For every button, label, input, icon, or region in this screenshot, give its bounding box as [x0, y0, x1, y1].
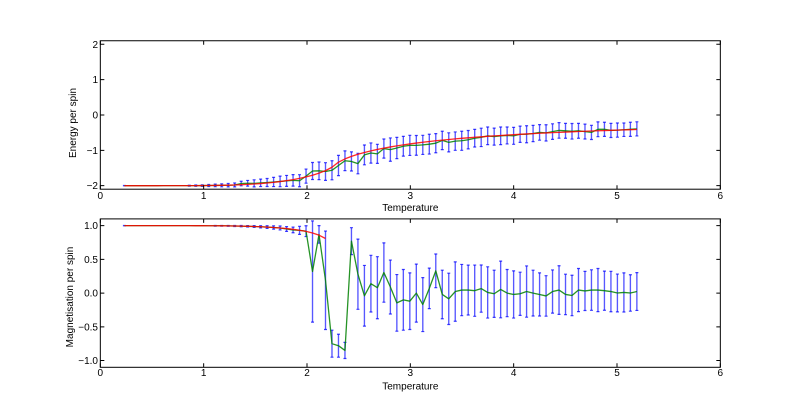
- svg-text:−1.0: −1.0: [78, 356, 98, 367]
- svg-text:3: 3: [408, 191, 414, 202]
- svg-text:−1: −1: [87, 146, 99, 157]
- svg-text:4: 4: [511, 368, 517, 379]
- svg-text:−2: −2: [87, 181, 99, 192]
- svg-text:Energy per spin: Energy per spin: [68, 88, 79, 158]
- svg-text:1.0: 1.0: [84, 221, 98, 232]
- svg-text:0: 0: [98, 368, 104, 379]
- svg-text:1: 1: [92, 75, 98, 86]
- svg-text:0.5: 0.5: [84, 255, 98, 266]
- svg-text:2: 2: [304, 191, 310, 202]
- svg-text:2: 2: [304, 368, 310, 379]
- svg-text:0: 0: [92, 110, 98, 121]
- svg-text:0.0: 0.0: [84, 289, 98, 300]
- svg-text:1: 1: [201, 191, 207, 202]
- svg-text:0: 0: [98, 191, 104, 202]
- svg-text:1: 1: [201, 368, 207, 379]
- svg-text:Temperature: Temperature: [382, 382, 439, 393]
- svg-text:6: 6: [718, 368, 724, 379]
- svg-text:5: 5: [614, 368, 620, 379]
- svg-text:5: 5: [614, 191, 620, 202]
- svg-text:Temperature: Temperature: [382, 203, 439, 214]
- svg-text:3: 3: [408, 368, 414, 379]
- svg-text:Magnetisation per spin: Magnetisation per spin: [65, 247, 76, 348]
- svg-text:2: 2: [92, 40, 98, 51]
- svg-text:−0.5: −0.5: [78, 322, 98, 333]
- svg-text:6: 6: [718, 191, 724, 202]
- svg-text:4: 4: [511, 191, 517, 202]
